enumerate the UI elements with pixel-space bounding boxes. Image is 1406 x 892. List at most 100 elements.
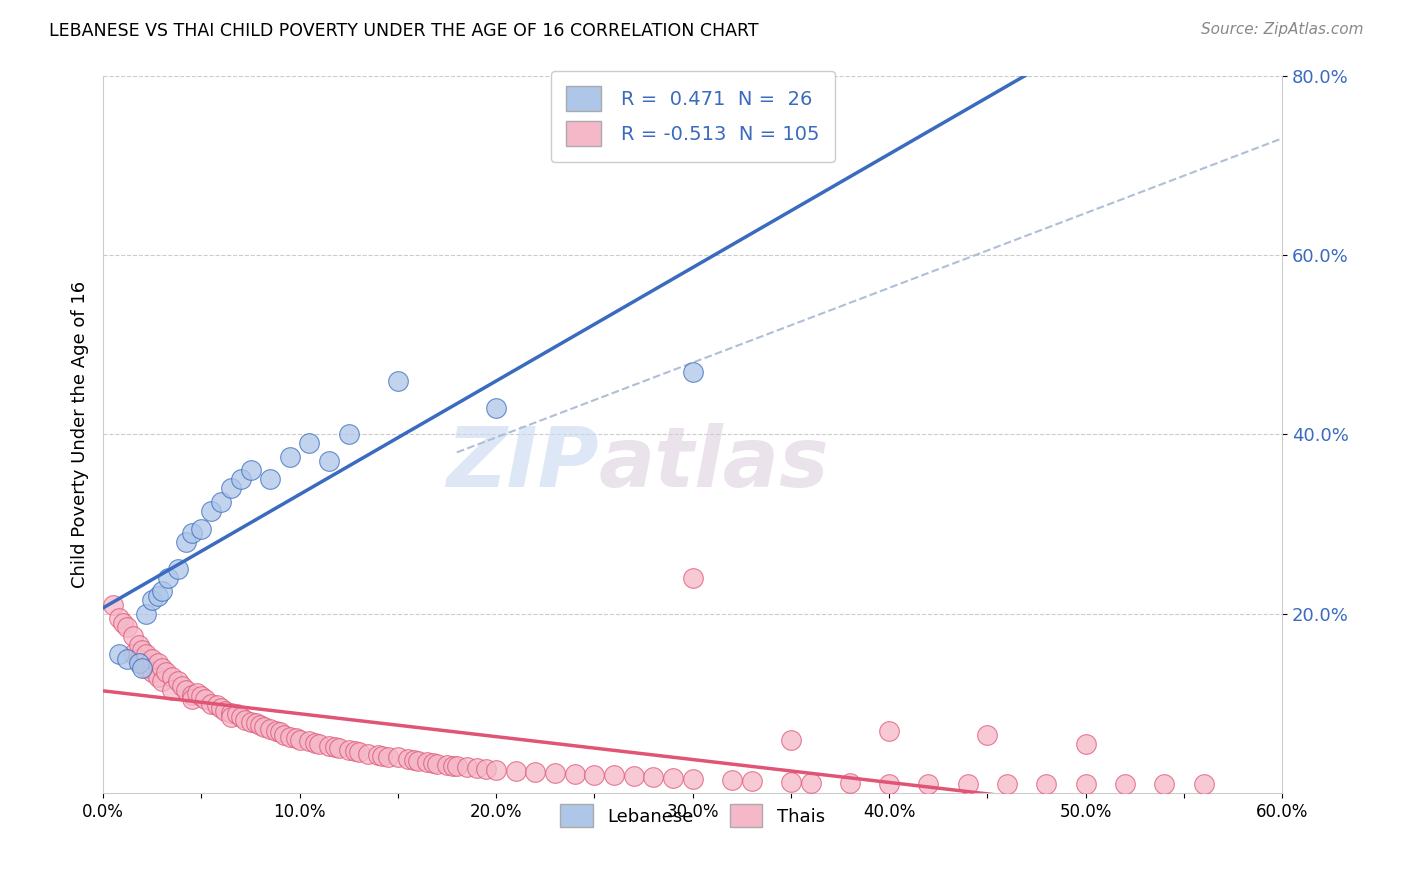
Point <box>269 725 291 739</box>
Point <box>995 777 1018 791</box>
Legend: Lebanese, Thais: Lebanese, Thais <box>553 797 832 835</box>
Point <box>308 737 330 751</box>
Point <box>603 768 626 782</box>
Point <box>288 732 311 747</box>
Point <box>253 720 276 734</box>
Point <box>347 745 370 759</box>
Point <box>128 638 150 652</box>
Point <box>446 759 468 773</box>
Point <box>209 494 232 508</box>
Point <box>239 714 262 729</box>
Point <box>146 670 169 684</box>
Text: LEBANESE VS THAI CHILD POVERTY UNDER THE AGE OF 16 CORRELATION CHART: LEBANESE VS THAI CHILD POVERTY UNDER THE… <box>49 22 759 40</box>
Point <box>225 707 247 722</box>
Point <box>780 774 803 789</box>
Point <box>273 728 295 742</box>
Point <box>318 454 340 468</box>
Point <box>233 713 256 727</box>
Point <box>135 647 157 661</box>
Point <box>141 593 163 607</box>
Point <box>259 722 281 736</box>
Point <box>682 365 704 379</box>
Point <box>643 770 665 784</box>
Point <box>245 716 267 731</box>
Point <box>121 647 143 661</box>
Point <box>128 652 150 666</box>
Point <box>284 731 307 745</box>
Point <box>194 692 217 706</box>
Point <box>150 674 173 689</box>
Point <box>166 562 188 576</box>
Point <box>402 753 425 767</box>
Point <box>416 755 439 769</box>
Point <box>1074 777 1097 791</box>
Point <box>485 763 508 777</box>
Point <box>917 777 939 791</box>
Point <box>956 777 979 791</box>
Point <box>219 706 242 720</box>
Point <box>155 665 177 680</box>
Point <box>121 629 143 643</box>
Point <box>200 504 222 518</box>
Point <box>186 686 208 700</box>
Point <box>146 589 169 603</box>
Point <box>111 615 134 630</box>
Point <box>323 739 346 754</box>
Point <box>544 765 567 780</box>
Point <box>180 692 202 706</box>
Point <box>239 463 262 477</box>
Point <box>156 571 179 585</box>
Point <box>1192 777 1215 791</box>
Text: Source: ZipAtlas.com: Source: ZipAtlas.com <box>1201 22 1364 37</box>
Point <box>1153 777 1175 791</box>
Point <box>337 427 360 442</box>
Point <box>343 744 366 758</box>
Point <box>367 747 389 762</box>
Point <box>205 698 228 713</box>
Point <box>180 688 202 702</box>
Point <box>115 652 138 666</box>
Point <box>150 584 173 599</box>
Point <box>662 771 685 785</box>
Point <box>229 472 252 486</box>
Point <box>146 657 169 671</box>
Point <box>278 450 301 464</box>
Point <box>485 401 508 415</box>
Y-axis label: Child Poverty Under the Age of 16: Child Poverty Under the Age of 16 <box>72 281 89 588</box>
Point <box>229 710 252 724</box>
Point <box>1074 737 1097 751</box>
Point <box>160 670 183 684</box>
Point <box>200 697 222 711</box>
Point <box>387 374 409 388</box>
Point <box>682 772 704 786</box>
Point <box>976 728 998 742</box>
Point <box>190 522 212 536</box>
Point <box>682 571 704 585</box>
Point <box>141 652 163 666</box>
Point <box>135 607 157 621</box>
Point <box>475 762 498 776</box>
Point <box>108 647 131 661</box>
Point <box>357 747 380 761</box>
Point <box>219 481 242 495</box>
Point <box>721 772 744 787</box>
Point <box>741 773 763 788</box>
Point <box>387 750 409 764</box>
Point <box>465 761 488 775</box>
Point <box>1035 777 1057 791</box>
Point <box>150 661 173 675</box>
Point <box>214 704 236 718</box>
Point <box>441 758 464 772</box>
Point <box>800 775 823 789</box>
Point <box>209 701 232 715</box>
Point <box>583 767 606 781</box>
Point <box>328 741 350 756</box>
Text: ZIP: ZIP <box>446 423 599 504</box>
Point <box>131 661 153 675</box>
Point <box>190 690 212 704</box>
Point <box>505 764 527 778</box>
Point <box>318 739 340 753</box>
Point <box>1114 777 1136 791</box>
Point <box>524 764 547 779</box>
Point <box>219 710 242 724</box>
